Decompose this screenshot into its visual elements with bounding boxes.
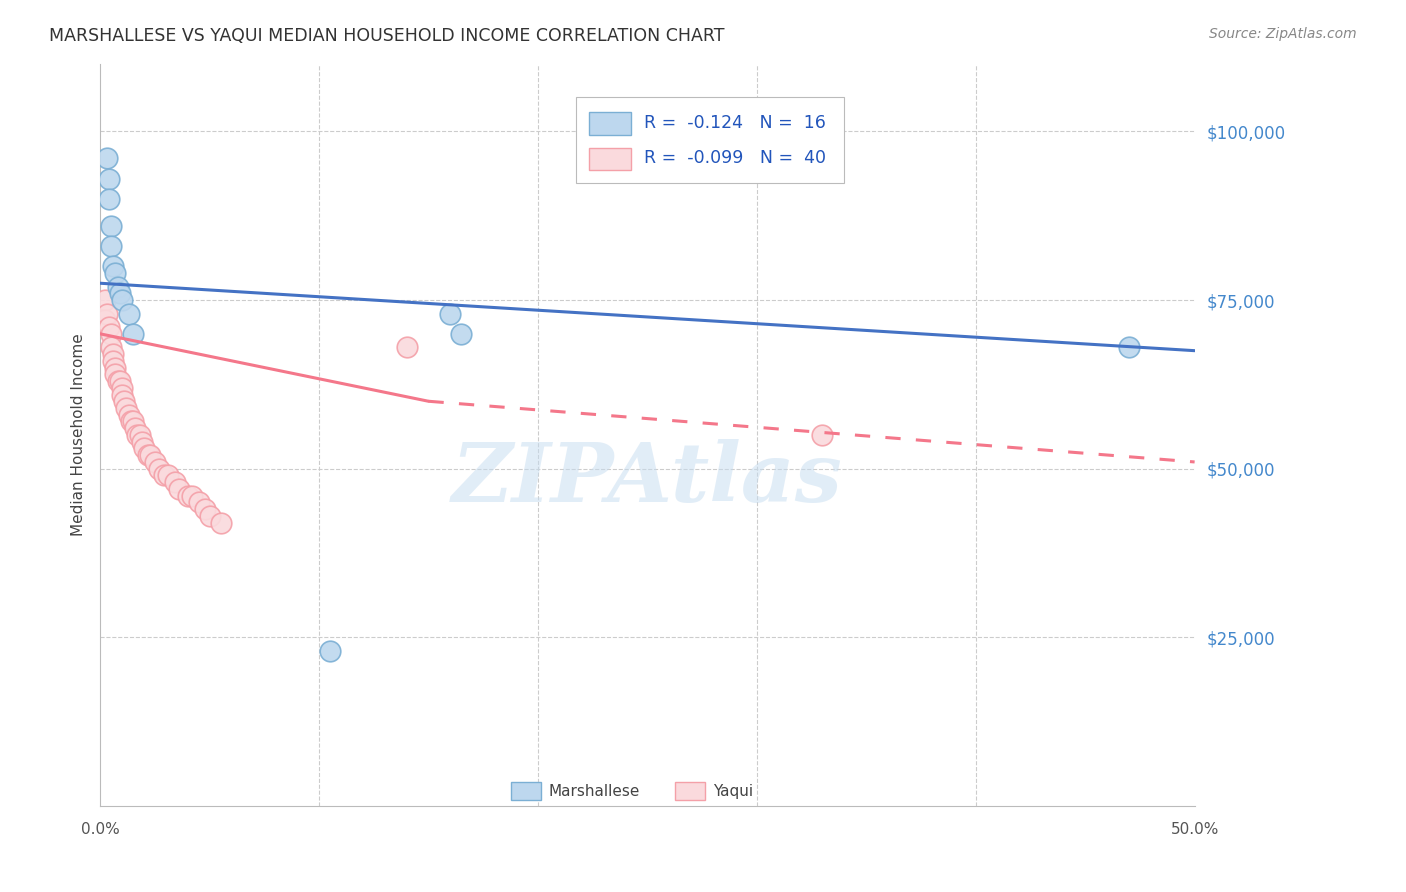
Point [1118, 340, 1140, 354]
Point [198, 508, 221, 523]
Point [117, 408, 139, 422]
Y-axis label: Median Household Income: Median Household Income [72, 334, 86, 536]
Point [112, 394, 135, 409]
Point [167, 482, 190, 496]
Point [96, 152, 118, 166]
Point [115, 401, 138, 415]
Point [143, 455, 166, 469]
Point [163, 475, 186, 490]
Point [139, 448, 162, 462]
Point [103, 353, 125, 368]
Point [156, 468, 179, 483]
FancyBboxPatch shape [589, 112, 631, 135]
FancyBboxPatch shape [510, 782, 541, 800]
Point [107, 374, 129, 388]
Point [100, 326, 122, 341]
Text: ZIPAtlas: ZIPAtlas [451, 440, 842, 519]
Point [152, 468, 174, 483]
Point [104, 266, 127, 280]
Point [104, 368, 127, 382]
Point [811, 428, 834, 442]
Text: MARSHALLESE VS YAQUI MEDIAN HOUSEHOLD INCOME CORRELATION CHART: MARSHALLESE VS YAQUI MEDIAN HOUSEHOLD IN… [49, 27, 724, 45]
Point [395, 340, 418, 354]
Point [111, 293, 134, 307]
Point [122, 326, 145, 341]
Point [132, 442, 155, 456]
FancyBboxPatch shape [675, 782, 706, 800]
Point [103, 347, 125, 361]
Point [97, 171, 120, 186]
Point [136, 448, 159, 462]
FancyBboxPatch shape [589, 148, 631, 170]
Text: Marshallese: Marshallese [548, 783, 640, 798]
Point [131, 434, 153, 449]
Point [181, 489, 204, 503]
Point [100, 219, 122, 233]
Text: R =  -0.124   N =  16: R = -0.124 N = 16 [644, 114, 825, 132]
Point [127, 428, 149, 442]
Point [104, 360, 127, 375]
Point [120, 415, 142, 429]
Text: Source: ZipAtlas.com: Source: ZipAtlas.com [1209, 27, 1357, 41]
Point [148, 461, 170, 475]
Point [111, 387, 134, 401]
Point [117, 307, 139, 321]
Point [103, 260, 125, 274]
Point [450, 326, 472, 341]
Point [97, 320, 120, 334]
Text: Yaqui: Yaqui [713, 783, 754, 798]
Point [111, 381, 134, 395]
Point [176, 489, 198, 503]
Point [100, 340, 122, 354]
Point [93, 293, 115, 307]
Point [439, 307, 461, 321]
Point [187, 495, 209, 509]
Point [122, 415, 145, 429]
Point [108, 374, 131, 388]
Point [100, 239, 122, 253]
Point [194, 502, 217, 516]
Point [107, 279, 129, 293]
Point [124, 421, 146, 435]
Point [128, 428, 150, 442]
Point [97, 192, 120, 206]
Text: R =  -0.099   N =  40: R = -0.099 N = 40 [644, 149, 827, 168]
Point [96, 307, 118, 321]
Point [108, 286, 131, 301]
Point [319, 644, 342, 658]
Point [209, 516, 232, 530]
FancyBboxPatch shape [576, 97, 845, 183]
Point [93, 313, 115, 327]
